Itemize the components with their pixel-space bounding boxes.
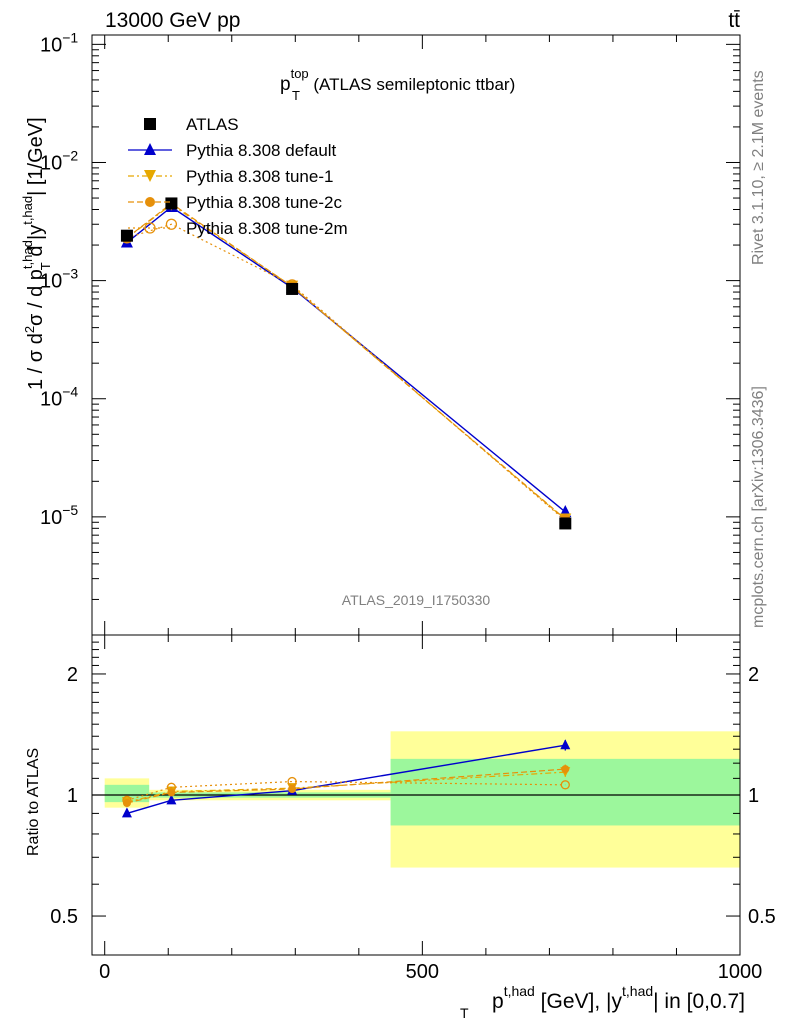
x-axis-label: pt,had [GeV], |yt,had| in [0,0.7] [492,983,745,1013]
ratio-x-tick-label: 1000 [718,961,763,983]
legend-marker [145,197,155,207]
ratio-point-pythia-8-308-tune-2m [560,780,570,790]
ratio-y-axis-label: Ratio to ATLAS [25,748,42,856]
ratio-plot: 0.5 0.5 1 1 2 2 0 500 1000 [50,634,776,983]
ratio-point-pythia-8-308-default [560,739,571,750]
series-line-pythia-8-308-tune-2m [126,223,566,522]
legend-marker [144,118,156,130]
ratio-line-pythia-8-308-default [126,744,566,815]
ratio-y-tick-label-right: 1 [748,785,759,807]
ratio-x-tick-label: 500 [406,961,439,983]
ratio-line-pythia-8-308-tune-1 [126,771,566,803]
plot-title-rest: (ATLAS semileptonic ttbar) [309,75,516,94]
ratio-y-tick-label: 1 [67,785,78,807]
ratio-point-pythia-8-308-tune-2c [288,784,297,793]
data-point-atlas [165,197,178,210]
mcplots-label: mcplots.cern.ch [arXiv:1306.3436] [750,386,767,628]
ratio-point-pythia-8-308-tune-2c [122,799,131,808]
legend-marker [144,143,156,155]
ratio-point-pythia-8-308-tune-2m [166,782,177,792]
data-point-atlas [120,229,133,242]
uncertainty-band-stat [104,784,150,803]
ratio-line-pythia-8-308-tune-2m [126,780,566,801]
plot-title-sup: top [291,66,309,81]
ratio-y-tick-label-right: 2 [748,664,759,686]
ratio-y-tick-label: 2 [67,664,78,686]
series-line-pythia-8-308-tune-2c [126,202,566,520]
data-point-atlas [559,517,572,530]
ratio-point-pythia-8-308-tune-2m [287,776,297,787]
ratio-y-tick-label: 0.5 [50,906,78,928]
ratio-line-pythia-8-308-tune-2c [126,768,566,804]
legend-label: Pythia 8.308 tune-1 [186,167,333,186]
ratio-point-pythia-8-308-default [121,807,132,818]
plot-title: ptop (ATLAS semileptonic ttbar) [280,66,515,95]
analysis-watermark: ATLAS_2019_I1750330 [342,592,491,608]
plot-title-main: p [280,74,291,95]
legend-label: Pythia 8.308 default [186,141,337,160]
legend-marker [144,170,156,182]
rivet-label: Rivet 3.1.10, ≥ 2.1M events [750,70,767,265]
ratio-y-tick-label-right: 0.5 [748,906,776,928]
legend-marker [144,222,156,234]
legend-label: Pythia 8.308 tune-2c [186,193,342,212]
ratio-point-pythia-8-308-tune-2m [122,795,132,805]
main-y-tick-label: 10−4 [40,384,78,411]
ratio-point-pythia-8-308-default [166,794,177,805]
legend: ATLAS Pythia 8.308 default Pythia 8.308 tu… [128,115,348,238]
legend-label: Pythia 8.308 tune-2m [186,219,348,238]
ratio-plot-frame [91,634,741,956]
data-point-pythia-8-308-tune-2m [165,218,178,230]
energy-label: 13000 GeV pp [105,9,240,32]
x-axis-label-sub: T [460,1005,469,1021]
legend-label: ATLAS [186,115,239,134]
ratio-point-pythia-8-308-tune-2c [561,765,570,774]
series-line-pythia-8-308-default [126,206,566,513]
ratio-x-tick-label: 0 [99,961,110,983]
process-label: tt̄ [728,9,740,32]
main-y-tick-label: 10−2 [40,147,78,174]
main-y-tick-label: 10−5 [40,502,78,529]
series-line-pythia-8-308-tune-1 [126,203,566,520]
main-y-tick-label: 10−1 [40,29,78,56]
plot-title-sub: T [292,88,300,103]
data-point-atlas [286,282,299,295]
main-y-tick-label: 10−3 [40,266,78,293]
